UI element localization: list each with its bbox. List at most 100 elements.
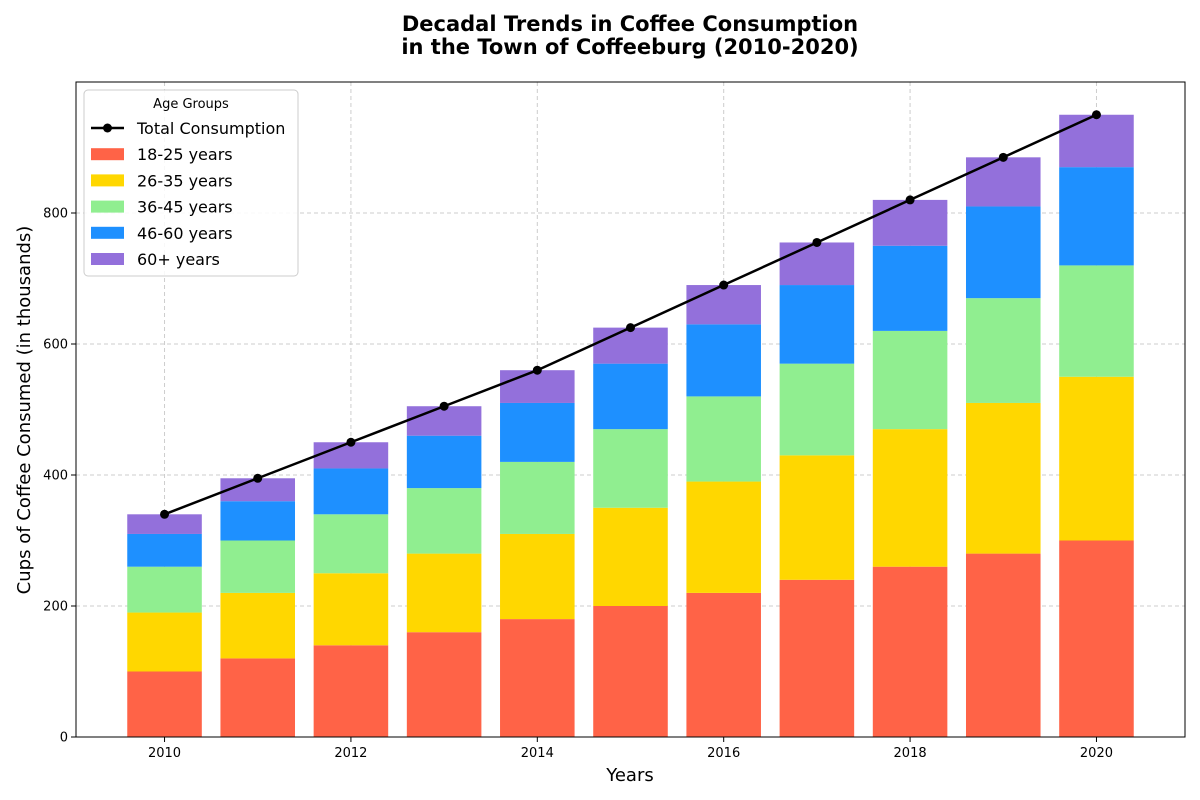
y-tick-label: 0 (60, 731, 68, 746)
y-tick-label: 400 (43, 469, 68, 484)
bar-46-60-years-2010 (127, 533, 202, 567)
total-consumption-point-2018 (905, 195, 915, 205)
legend-swatch (91, 253, 124, 265)
bar-18-25-years-2010 (127, 671, 202, 737)
chart-title-line-2: in the Town of Coffeeburg (2010-2020) (401, 35, 858, 59)
bars-layer (127, 114, 1134, 737)
legend-entries: Total Consumption 18-25 years 26-35 years 3… (91, 119, 285, 269)
bar-46-60-years-2020 (1059, 167, 1134, 266)
bar-18-25-years-2013 (406, 632, 482, 737)
bar-60-years-2010 (127, 514, 202, 534)
bar-18-25-years-2020 (1059, 540, 1134, 737)
bar-18-25-years-2015 (593, 606, 668, 737)
bar-18-25-years-2011 (220, 658, 296, 737)
x-tick-label: 2014 (521, 746, 554, 761)
bar-36-45-years-2020 (1059, 265, 1134, 377)
total-consumption-point-2012 (346, 437, 356, 447)
bar-46-60-years-2014 (500, 402, 575, 462)
legend-label: 26-35 years (137, 171, 233, 190)
bar-26-35-years-2011 (220, 592, 296, 659)
bar-60-years-2013 (406, 406, 482, 436)
x-tick-label: 2020 (1080, 746, 1113, 761)
bar-36-45-years-2018 (872, 330, 948, 430)
plot-border (75, 81, 1186, 738)
bar-46-60-years-2019 (965, 206, 1041, 299)
bar-46-60-years-2012 (313, 468, 389, 515)
total-consumption-point-2016 (719, 280, 729, 290)
bar-26-35-years-2016 (686, 481, 761, 593)
bar-26-35-years-2014 (500, 533, 575, 620)
bar-36-45-years-2014 (500, 461, 575, 534)
total-consumption-point-2015 (626, 323, 635, 333)
bar-60-years-2017 (779, 242, 855, 286)
bar-36-45-years-2019 (965, 298, 1041, 403)
legend-frame (83, 89, 299, 277)
axis-ticks: 0 200 400 600 800 2010 2012 2014 2016 2018 2020 (43, 207, 1113, 762)
bar-60-years-2019 (965, 157, 1041, 207)
x-tick-label: 2018 (894, 746, 927, 761)
y-tick-label: 200 (43, 600, 68, 615)
legend-label: 46-60 years (137, 224, 233, 243)
total-consumption-point-2017 (812, 237, 822, 247)
legend-swatch (91, 200, 124, 213)
legend-title: Age Groups (153, 97, 229, 112)
bar-18-25-years-2014 (500, 619, 575, 737)
legend-swatch (91, 148, 124, 161)
legend: Age Groups Total Consumption 18-25 years 2… (83, 89, 299, 277)
bar-46-60-years-2016 (686, 324, 761, 397)
x-tick-label: 2016 (707, 746, 740, 761)
total-consumption-point-2014 (532, 365, 542, 375)
bar-18-25-years-2019 (965, 553, 1041, 737)
bar-36-45-years-2016 (686, 396, 761, 482)
bar-26-35-years-2020 (1059, 376, 1134, 541)
bar-26-35-years-2013 (406, 553, 482, 633)
x-tick-label: 2012 (334, 746, 367, 761)
y-axis-label: Cups of Coffee Consumed (in thousands) (14, 226, 35, 595)
total-consumption-point-2010 (160, 509, 170, 519)
bar-26-35-years-2017 (779, 455, 855, 580)
total-consumption-point-2011 (253, 473, 263, 483)
x-axis-label: Years (605, 765, 654, 786)
plot-frame (75, 81, 1186, 738)
total-consumption-point-2020 (1091, 110, 1101, 120)
legend-line-marker (103, 123, 112, 133)
bar-26-35-years-2019 (965, 402, 1041, 554)
bar-18-25-years-2016 (686, 592, 761, 737)
bar-60-years-2018 (872, 199, 948, 246)
legend-swatch (91, 174, 124, 187)
bar-36-45-years-2017 (779, 363, 855, 456)
y-tick-label: 800 (43, 207, 68, 222)
total-consumption-point-2019 (998, 152, 1008, 162)
bar-26-35-years-2010 (127, 612, 202, 672)
bar-36-45-years-2010 (127, 566, 202, 613)
bar-46-60-years-2018 (872, 245, 948, 331)
legend-swatch (91, 226, 124, 239)
y-tick-label: 600 (43, 338, 68, 353)
bar-36-45-years-2012 (313, 514, 389, 574)
bar-60-years-2011 (220, 478, 296, 502)
bar-46-60-years-2013 (406, 435, 482, 489)
legend-label: 36-45 years (137, 198, 233, 217)
bar-60-years-2015 (593, 327, 668, 364)
legend-label: 18-25 years (137, 145, 233, 164)
bar-60-years-2014 (500, 370, 575, 403)
bar-26-35-years-2012 (313, 573, 389, 646)
bar-36-45-years-2015 (593, 429, 668, 508)
bar-18-25-years-2017 (779, 579, 855, 737)
bar-26-35-years-2015 (593, 507, 668, 606)
bar-46-60-years-2015 (593, 363, 668, 430)
bar-36-45-years-2013 (406, 488, 482, 554)
bar-18-25-years-2012 (313, 645, 389, 737)
bar-46-60-years-2011 (220, 501, 296, 541)
chart-title-line-1: Decadal Trends in Coffee Consumption (402, 12, 858, 36)
bar-46-60-years-2017 (779, 285, 855, 364)
x-tick-label: 2010 (148, 746, 181, 761)
bar-18-25-years-2018 (872, 566, 948, 737)
bar-60-years-2020 (1059, 114, 1134, 168)
legend-label: 60+ years (137, 250, 220, 269)
total-consumption-point-2013 (439, 401, 449, 411)
bar-26-35-years-2018 (872, 429, 948, 567)
bar-36-45-years-2011 (220, 540, 296, 593)
